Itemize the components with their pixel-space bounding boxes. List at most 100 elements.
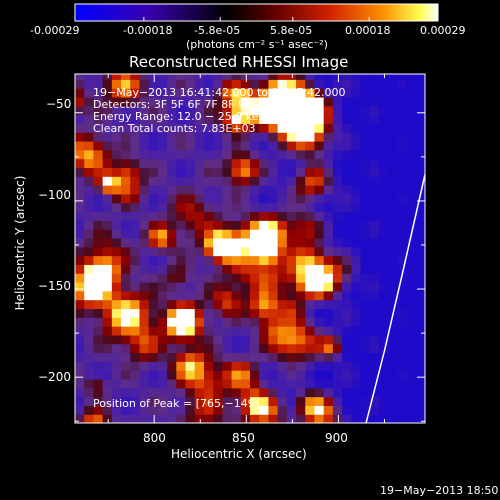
heatmap-cell [176, 378, 187, 389]
heatmap-cell [121, 361, 131, 371]
heatmap-cell [203, 299, 214, 310]
heatmap-cell [415, 343, 425, 354]
heatmap-cell [406, 123, 417, 133]
heatmap-cell [148, 405, 159, 415]
heatmap-cell [194, 370, 205, 380]
heatmap-cell [277, 123, 288, 133]
heatmap-cell [305, 74, 316, 80]
heatmap-cell [148, 185, 159, 195]
heatmap-cell [84, 352, 95, 362]
heatmap-cell [406, 74, 417, 80]
heatmap-cell [176, 176, 187, 186]
heatmap-cell [185, 361, 196, 371]
heatmap-cell [176, 237, 187, 248]
heatmap-cell [84, 317, 95, 327]
heatmap-cell [203, 246, 214, 257]
heatmap-cell [139, 378, 150, 389]
heatmap-cell [378, 193, 389, 204]
heatmap-cell [378, 405, 389, 415]
x-tick-label: 850 [232, 431, 255, 445]
heatmap-cell [121, 387, 131, 398]
heatmap-cell [130, 308, 141, 318]
heatmap-cell [240, 281, 251, 292]
heatmap-cell [268, 88, 279, 98]
heatmap-cell [388, 343, 398, 354]
heatmap-cell [148, 149, 159, 160]
heatmap-cell [314, 193, 325, 204]
heatmap-cell [305, 370, 316, 380]
heatmap-cell [305, 211, 316, 221]
heatmap-cell [139, 140, 150, 151]
heatmap-cell [121, 211, 131, 221]
heatmap-cell [75, 255, 85, 265]
heatmap-cell [277, 96, 288, 107]
heatmap-cell [259, 96, 270, 107]
heatmap-cell [314, 361, 325, 371]
heatmap-cell [231, 352, 242, 362]
heatmap-cell [351, 114, 362, 124]
heatmap-cell [250, 334, 260, 345]
heatmap-cell [185, 290, 196, 301]
heatmap-cell [93, 114, 104, 124]
heatmap-cell [314, 326, 325, 336]
heatmap-cell [286, 220, 297, 230]
heatmap-cell [213, 167, 223, 177]
heatmap-cell [378, 88, 389, 98]
heatmap-cell [176, 246, 187, 257]
heatmap-cell [388, 193, 398, 204]
heatmap-cell [406, 352, 417, 362]
heatmap-cell [388, 317, 398, 327]
heatmap-cell [102, 334, 113, 345]
heatmap-cell [388, 167, 398, 177]
heatmap-cell [277, 264, 288, 274]
heatmap-cell [342, 414, 352, 423]
heatmap-cell [259, 352, 270, 362]
heatmap-cell [121, 396, 131, 406]
heatmap-cell [157, 79, 168, 89]
heatmap-cell [378, 105, 389, 116]
heatmap-cell [93, 149, 104, 160]
heatmap-cell [167, 299, 177, 310]
heatmap-cell [378, 387, 389, 398]
heatmap-cell [378, 308, 389, 318]
heatmap-cell [342, 308, 352, 318]
heatmap-cell [268, 290, 279, 301]
heatmap-cell [360, 396, 371, 406]
heatmap-cell [84, 74, 95, 80]
heatmap-cell [185, 114, 196, 124]
heatmap-cell [148, 176, 159, 186]
heatmap-cell [203, 96, 214, 107]
heatmap-cell [314, 79, 325, 89]
heatmap-cell [277, 158, 288, 169]
heatmap-cell [286, 405, 297, 415]
heatmap-cell [111, 176, 122, 186]
heatmap-cell [323, 334, 334, 345]
heatmap-cell [93, 176, 104, 186]
heatmap-cell [84, 185, 95, 195]
heatmap-cell [268, 326, 279, 336]
heatmap-cell [323, 185, 334, 195]
heatmap-cell [332, 140, 343, 151]
heatmap-cell [323, 308, 334, 318]
heatmap-cell [130, 211, 141, 221]
heatmap-cell [194, 202, 205, 213]
heatmap-cell [213, 105, 223, 116]
heatmap-cell [102, 132, 113, 142]
heatmap-cell [84, 281, 95, 292]
heatmap-cell [415, 396, 425, 406]
heatmap-cell [231, 96, 242, 107]
heatmap-cell [240, 237, 251, 248]
heatmap-cell [397, 114, 408, 124]
heatmap-cell [305, 220, 316, 230]
heatmap-cell [268, 176, 279, 186]
heatmap-cell [250, 281, 260, 292]
heatmap-cell [369, 105, 380, 116]
heatmap-cell [111, 211, 122, 221]
heatmap-cell [332, 334, 343, 345]
heatmap-cell [121, 281, 131, 292]
heatmap-cell [277, 352, 288, 362]
heatmap-cell [75, 211, 85, 221]
heatmap-cell [286, 193, 297, 204]
heatmap-cell [388, 352, 398, 362]
heatmap-cell [397, 273, 408, 283]
